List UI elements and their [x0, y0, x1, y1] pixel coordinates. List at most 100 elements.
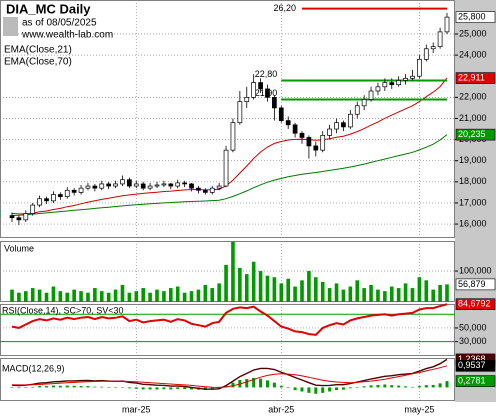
volume-bar	[293, 286, 297, 302]
volume-bar	[113, 289, 118, 302]
pane-frame	[0, 358, 455, 401]
histogram-bar	[169, 387, 173, 390]
candle-body	[16, 217, 22, 221]
volume-bar	[141, 288, 145, 302]
candle-body	[23, 213, 29, 221]
candle-body	[99, 183, 105, 189]
histogram-bar	[45, 386, 49, 388]
y-tick-label: 25,000	[459, 28, 487, 38]
candle-body	[389, 82, 395, 86]
candle-body	[292, 124, 298, 134]
level-label: 26,20	[273, 3, 296, 13]
candle-body	[334, 122, 339, 130]
x-tick-label: may-25	[404, 404, 434, 414]
pane-frame	[0, 304, 455, 356]
histogram-bar	[307, 387, 311, 393]
volume-bar	[10, 289, 14, 302]
value-box-label: 0,9537	[458, 360, 486, 370]
histogram-bar	[10, 387, 14, 388]
histogram-bar	[328, 387, 332, 392]
pane-frame	[0, 0, 455, 238]
volume-bar	[65, 292, 70, 302]
volume-bar	[217, 283, 221, 302]
volume-bar	[79, 291, 83, 302]
candle-body	[64, 189, 70, 197]
volume-bar	[334, 283, 339, 302]
volume-bar	[93, 288, 97, 302]
histogram-bar	[114, 387, 118, 388]
histogram-bar	[162, 387, 166, 390]
histogram-bar	[293, 387, 297, 391]
y-tick-label: 16,000	[459, 218, 487, 228]
histogram-bar	[321, 387, 325, 393]
volume-bar	[307, 271, 311, 302]
volume-bar	[99, 291, 104, 302]
volume-bar	[58, 291, 63, 302]
candle-body	[120, 179, 125, 185]
histogram-bar	[86, 386, 90, 388]
histogram-bar	[362, 386, 366, 388]
volume-bar	[279, 283, 284, 302]
candle-body	[430, 46, 436, 50]
candle-body	[258, 82, 263, 90]
volume-bar	[169, 288, 173, 302]
y-tick-label: 24,000	[459, 49, 487, 59]
candle-body	[78, 187, 84, 193]
volume-bar	[300, 280, 304, 302]
pane-title: Volume	[4, 243, 34, 253]
histogram-bar	[314, 387, 318, 394]
x-tick-label: abr-25	[268, 404, 294, 414]
level-label: 22,80	[255, 69, 278, 79]
histogram-bar	[107, 387, 111, 388]
value-box-label: 56,879	[458, 279, 486, 289]
volume-bar	[210, 288, 215, 302]
histogram-bar	[58, 385, 62, 388]
value-box	[455, 375, 496, 387]
volume-bar	[417, 277, 422, 302]
histogram-bar	[355, 386, 359, 388]
candle-body	[168, 183, 174, 187]
candle-body	[347, 113, 353, 128]
histogram-bar	[252, 377, 256, 388]
value-box	[455, 298, 496, 311]
value-box-label: 1,2368	[458, 354, 486, 364]
volume-bar	[389, 286, 394, 302]
volume-bar	[376, 289, 380, 302]
value-box	[455, 11, 496, 23]
chart-subtitle: as of 08/05/2025	[22, 18, 97, 29]
histogram-bar	[369, 385, 373, 388]
histogram-bar	[141, 387, 145, 390]
candle-body	[175, 182, 181, 187]
volume-bar	[231, 241, 235, 302]
volume-bar	[265, 275, 270, 302]
candle-body	[368, 90, 374, 100]
candle-body	[361, 99, 367, 107]
value-box	[455, 278, 496, 291]
pane-title: MACD(12,26,9)	[2, 363, 65, 373]
histogram-bar	[210, 387, 214, 390]
histogram-bar	[155, 387, 159, 390]
volume-bar	[272, 277, 277, 302]
candle-body	[202, 189, 208, 193]
histogram-bar	[445, 381, 449, 388]
histogram-bar	[231, 382, 235, 388]
volume-bar	[355, 280, 360, 302]
axis-band	[455, 0, 496, 402]
ema-line	[11, 134, 448, 217]
candle-body	[182, 182, 187, 185]
candle-body	[417, 58, 422, 77]
candle-body	[57, 194, 63, 197]
legend-entry: EMA(Close,70)	[4, 57, 72, 68]
histogram-bar	[265, 380, 269, 388]
volume-bar	[362, 288, 366, 302]
macd-line	[11, 358, 448, 390]
candle-body	[320, 135, 326, 151]
histogram-bar	[259, 378, 263, 388]
histogram-bar	[65, 385, 69, 388]
candle-body	[313, 145, 319, 151]
y-tick-label: 30,000	[459, 336, 487, 346]
volume-bar	[106, 292, 111, 302]
volume-bar	[224, 264, 228, 302]
candle-body	[341, 122, 346, 128]
